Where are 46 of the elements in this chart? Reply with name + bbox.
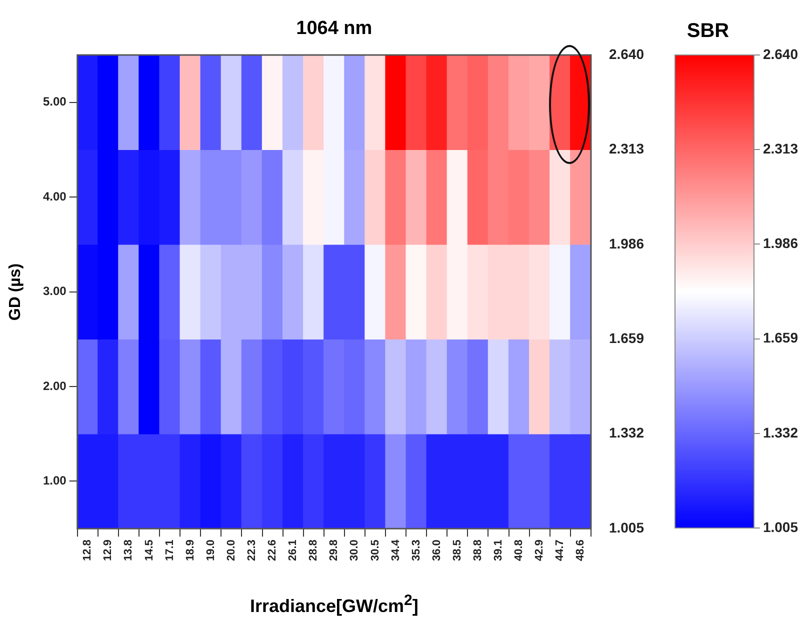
color-bar-label: 2.313 (762, 140, 798, 156)
x-tick-label: 12.9 (102, 540, 114, 562)
x-tick-label: 40.8 (513, 540, 526, 562)
y2-tick-label: 1.005 (608, 519, 644, 536)
y2-tick-label: 1.986 (608, 235, 644, 252)
y-tick-label: 3.00 (42, 284, 67, 298)
y2-tick-label: 1.659 (608, 330, 644, 346)
color-bar-title: SBR (686, 20, 730, 43)
x-tick-label: 44.7 (554, 540, 566, 562)
y2-tick-label: 2.640 (608, 46, 644, 62)
x-tick-label: 12.8 (82, 540, 94, 562)
y-axis-title: GD (µs) (7, 263, 25, 320)
x-tick-label: 17.1 (164, 540, 176, 562)
x-tick-label: 30.5 (369, 540, 382, 562)
x-tick-label: 18.9 (184, 540, 196, 562)
x-tick-label: 35.3 (410, 540, 422, 562)
color-bar-label: 1.986 (762, 235, 798, 252)
y-tick-label: 1.00 (42, 474, 67, 488)
x-tick-label: 28.8 (308, 540, 320, 562)
color-bar-label: 2.640 (762, 46, 798, 62)
color-bar-label: 1.659 (762, 330, 798, 346)
x-tick-label: 14.5 (143, 540, 156, 562)
x-tick-label: 38.8 (472, 540, 484, 562)
x-tick-label: 13.8 (122, 540, 135, 562)
x-tick-label: 22.6 (266, 540, 279, 562)
y-tick-label: 4.00 (42, 189, 67, 204)
y2-tick-label: 1.332 (608, 424, 644, 441)
x-tick-label: 19.0 (204, 540, 217, 562)
x-tick-label: 29.8 (328, 540, 340, 562)
y2-tick-label: 2.313 (608, 140, 644, 157)
x-axis-title: Irradiance[GW/cm$^{2}$] (248, 592, 420, 617)
x-tick-label: 42.9 (534, 540, 546, 562)
x-tick-label: 34.4 (390, 538, 402, 562)
x-tick-label: 20.0 (225, 540, 238, 562)
x-tick-label: 30.0 (348, 540, 361, 562)
y-tick-label: 5.00 (42, 94, 67, 109)
x-tick-label: 39.1 (492, 540, 505, 562)
x-tick-label: 26.1 (287, 540, 300, 562)
y-tick-label: 2.00 (42, 378, 67, 393)
x-tick-label: 36.0 (430, 540, 443, 562)
x-tick-label: 22.3 (246, 540, 258, 562)
x-tick-label: 48.6 (574, 540, 587, 562)
color-bar-label: 1.005 (762, 518, 798, 535)
color-bar-label: 1.332 (762, 424, 798, 440)
x-tick-label: 38.5 (451, 540, 464, 562)
chart-title: 1064 nm (295, 18, 374, 40)
